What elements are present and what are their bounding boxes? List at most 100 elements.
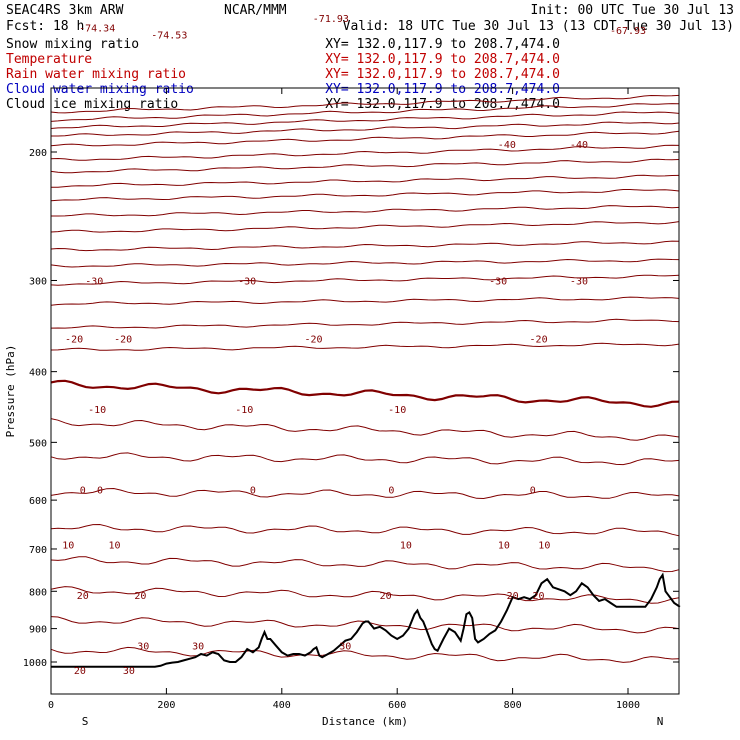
legend-xy: XY= 132.0,117.9 to 208.7,474.0 [325,52,560,67]
contour-label: -10 [88,405,106,416]
south-end-label: S [82,715,89,728]
isotherm-line [50,158,680,174]
contour-label: -30 [489,276,507,287]
isotherm-line [50,240,680,252]
contour-label: 20 [134,591,146,602]
isotherm-line [50,189,680,202]
x-tick-label: 400 [273,700,291,711]
terrain-line [51,572,681,668]
contour-label: 0 [97,485,103,496]
legend-xy: XY= 132.0,117.9 to 208.7,474.0 [325,82,560,97]
isotherm-line [50,586,680,604]
north-end-label: N [657,715,664,728]
y-tick-label: 200 [29,148,47,159]
isotherm-line [50,318,680,329]
isotherm-line [50,103,680,122]
top-contour-label: -74.53 [151,30,187,41]
isotherm-line [50,221,680,233]
contour-label: 10 [62,540,74,551]
y-axis-label: Pressure (hPa) [4,345,17,438]
contour-label: 20 [77,591,89,602]
isotherm-line [50,174,680,188]
top-contour-label: -71.93 [313,14,349,25]
model-title: SEAC4RS 3km ARW [6,3,124,18]
contour-label: 30 [123,666,135,677]
isotherm-line [50,487,680,500]
legend-label: Rain water mixing ratio [6,67,186,82]
contour-label: -40 [498,140,516,151]
contour-label: 20 [533,591,545,602]
plot-area: -40 -40 -30 -30 -30 -30 -20 -20 -20 -20 -10 -10 -10 0… [50,14,681,677]
legend-xy: XY= 132.0,117.9 to 208.7,474.0 [325,67,560,82]
contour-label: 0 [530,485,536,496]
contour-label: -20 [305,334,323,345]
top-contour-label: -74.34 [79,23,115,34]
forecast-hour: Fcst: 18 h [6,19,84,34]
y-tick-label: 800 [29,587,47,598]
isotherm-line [51,205,680,217]
isotherm-line [50,130,680,147]
y-tick-label: 300 [29,276,47,287]
center-title: NCAR/MMM [224,3,287,18]
isotherm-line [50,111,680,129]
isotherm-line [50,274,680,286]
contour-label: -40 [570,140,588,151]
contour-label: 0 [388,485,394,496]
legend-xy: XY= 132.0,117.9 to 208.7,474.0 [325,37,560,52]
x-tick-label: 0 [48,700,54,711]
x-tick-label: 600 [388,700,406,711]
contour-label: -20 [530,334,548,345]
terrain [51,572,681,668]
contour-label: 10 [108,540,120,551]
isotherm-line [50,258,680,268]
contour-label: -30 [238,276,256,287]
legend-label: Cloud water mixing ratio [6,82,194,97]
isotherm-line [50,379,680,408]
contour-label: 0 [250,485,256,496]
x-tick-label: 800 [504,700,522,711]
isotherm-line [50,342,680,351]
y-tick-label: 500 [29,438,47,449]
contour-label: 10 [538,540,550,551]
contour-label: -10 [235,405,253,416]
legend-label: Temperature [6,52,92,67]
top-contour-label: -67.93 [610,26,646,37]
isotherm-line [50,646,680,663]
isotherm-line [50,616,680,634]
isotherm-contours [50,94,680,663]
y-tick-label: 700 [29,545,47,556]
isotherm-line [50,296,680,306]
contour-label: 10 [498,540,510,551]
contour-label: 20 [380,591,392,602]
contour-label: -10 [388,405,406,416]
contour-label: -30 [570,276,588,287]
legend-label: Snow mixing ratio [6,37,139,52]
contour-label: 20 [74,666,86,677]
y-tick-label: 600 [29,496,47,507]
y-tick-label: 400 [29,368,47,379]
y-tick-label: 900 [29,625,47,636]
x-tick-label: 1000 [616,700,640,711]
contour-label: 30 [137,642,149,653]
contour-label: -30 [85,276,103,287]
x-axis-label: Distance (km) [322,715,408,728]
init-time: Init: 00 UTC Tue 30 Jul 13 [531,3,735,18]
contour-label: 30 [339,642,351,653]
contour-label: -20 [65,334,83,345]
valid-time: Valid: 18 UTC Tue 30 Jul 13 (13 CDT Tue … [343,19,734,34]
contour-label: 30 [192,642,204,653]
isotherm-line [50,144,680,161]
y-tick-label: 1000 [23,658,47,669]
isotherm-line [51,121,680,137]
isotherm-line [50,556,680,573]
contour-label: 20 [507,591,519,602]
plot-frame [50,87,680,695]
contour-label: 0 [80,485,86,496]
contour-label: -20 [114,334,132,345]
contour-labels: -40 -40 -30 -30 -30 -30 -20 -20 -20 -20 -10 -10 -10 0… [62,14,646,677]
isotherm-line [50,523,680,537]
contour-label: 10 [400,540,412,551]
isotherm-line [50,452,680,466]
x-tick-label: 200 [157,700,175,711]
